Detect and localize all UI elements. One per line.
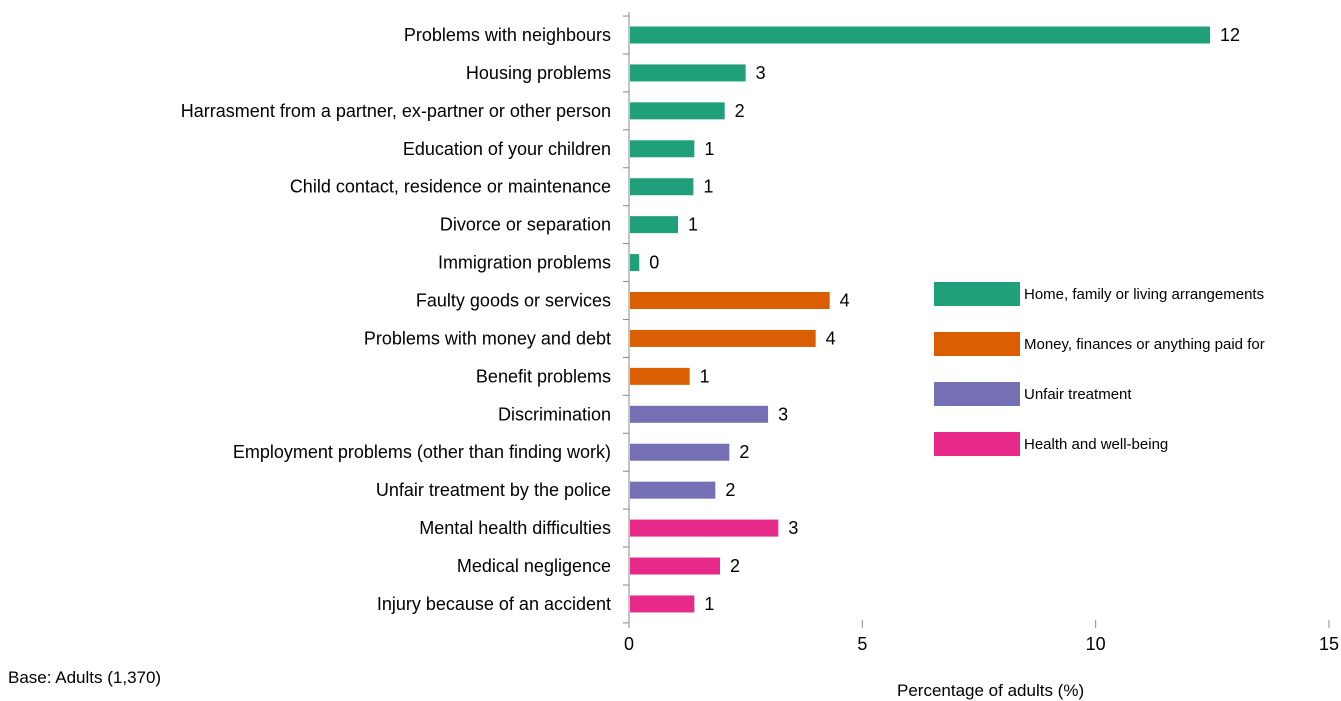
bar [630,292,830,310]
bar [630,595,695,613]
category-label: Immigration problems [438,253,611,273]
data-label: 2 [735,101,745,121]
category-label: Housing problems [466,63,611,83]
category-label: Harrasment from a partner, ex-partner or… [181,101,611,121]
category-label: Discrimination [498,404,611,424]
category-label: Mental health difficulties [419,518,611,538]
category-label: Unfair treatment by the police [376,480,611,500]
bar [630,64,746,82]
category-label: Divorce or separation [440,215,611,235]
data-label: 1 [703,177,713,197]
data-label: 2 [725,480,735,500]
data-label: 1 [688,215,698,235]
category-label: Employment problems (other than finding … [233,442,611,462]
bar [630,443,730,461]
data-label: 1 [704,139,714,159]
category-label: Benefit problems [476,366,611,386]
bar [630,557,720,575]
data-label: 2 [730,556,740,576]
data-label: 3 [788,518,798,538]
category-label: Problems with money and debt [364,328,611,348]
category-label: Faulty goods or services [416,291,611,311]
bar [630,102,725,120]
bar [630,254,640,272]
data-label: 4 [826,328,836,348]
bar [630,26,1210,44]
data-label: 2 [739,442,749,462]
category-label: Problems with neighbours [404,25,611,45]
data-label: 3 [778,404,788,424]
x-tick-label: 15 [1319,634,1339,654]
bar [630,519,779,537]
category-label: Education of your children [403,139,611,159]
data-label: 4 [840,291,850,311]
base-note: Base: Adults (1,370) [8,668,162,687]
legend-swatch [934,432,1020,456]
x-tick-label: 5 [857,634,867,654]
legend-label: Money, finances or anything paid for [1024,336,1265,353]
data-label: 1 [704,594,714,614]
bar [630,140,695,158]
legend-label: Unfair treatment [1024,386,1132,403]
category-label: Medical negligence [457,556,611,576]
data-label: 1 [700,366,710,386]
x-axis-title: Percentage of adults (%) [897,681,1085,700]
data-label: 0 [649,253,659,273]
category-label: Child contact, residence or maintenance [290,177,611,197]
legend-label: Home, family or living arrangements [1024,286,1264,303]
x-tick-label: 0 [624,634,634,654]
legend-label: Health and well-being [1024,436,1168,453]
bar [630,329,816,347]
legend-swatch [934,332,1020,356]
bar [630,367,690,385]
legend-swatch [934,282,1020,306]
bar [630,178,694,196]
legend-swatch [934,382,1020,406]
category-label: Injury because of an accident [377,594,611,614]
x-tick-label: 10 [1086,634,1106,654]
data-label: 12 [1220,25,1240,45]
bar [630,481,716,499]
bar [630,405,769,423]
bar [630,216,678,234]
data-label: 3 [756,63,766,83]
